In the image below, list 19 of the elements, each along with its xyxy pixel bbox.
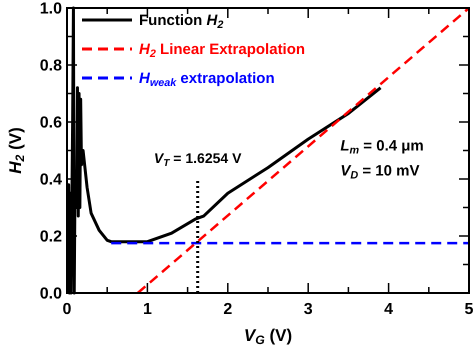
ref-line-label: V$_{T}$ = 1.6254 V (154, 150, 242, 169)
y-tick-label: 0.0 (40, 286, 62, 302)
x-tick-label: 2 (223, 301, 232, 318)
y-tick-label: 0.2 (40, 228, 62, 246)
x-tick-label: 0 (62, 301, 72, 318)
y-tick-label: 0.6 (40, 114, 62, 132)
y-tick-label: 1.0 (40, 0, 62, 18)
x-tick-label: 3 (304, 301, 313, 318)
x-tick-label: 5 (464, 301, 474, 318)
annotation: V$_{D}$ = 10 mV (340, 162, 420, 182)
x-axis-title: V$_{G}$ (V) (244, 326, 292, 348)
x-tick-label: 4 (384, 301, 394, 318)
y-tick-label: 0.8 (40, 58, 62, 74)
legend-label: Function H$_{2}$ (139, 12, 224, 32)
legend-label: H$_{weak}$ extrapolation (139, 70, 275, 90)
legend-label: H$_{2}$ Linear Extrapolation (139, 41, 306, 60)
annotation: L$_{m}$ = 0.4 μm (340, 138, 424, 157)
y-tick-label: 0.4 (40, 172, 62, 188)
x-tick-label: 1 (142, 301, 152, 318)
